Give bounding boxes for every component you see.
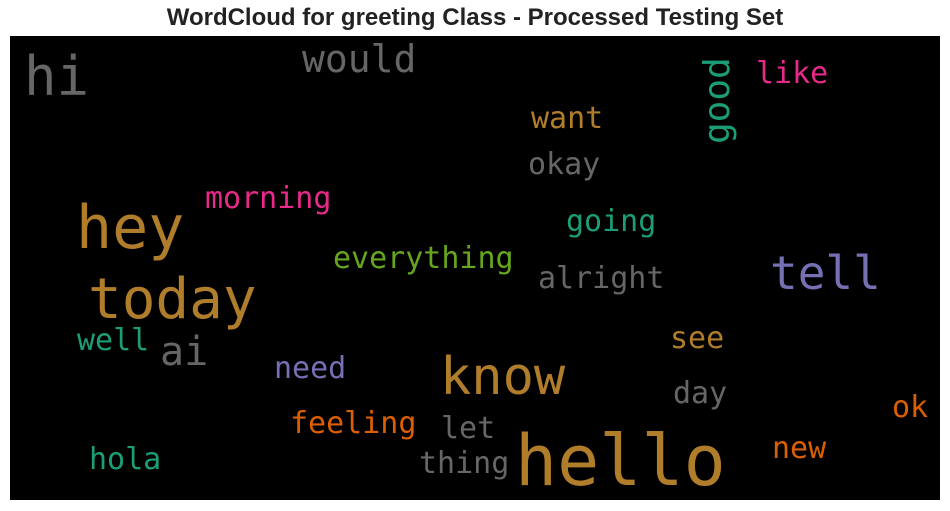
word-okay: okay xyxy=(528,147,601,182)
word-hola: hola xyxy=(89,442,162,477)
word-see: see xyxy=(670,321,725,356)
word-cloud: hello today hey know hi tell would ai good everyt… xyxy=(10,36,940,500)
word-know: know xyxy=(440,347,566,407)
word-hey: hey xyxy=(76,193,185,263)
word-well: well xyxy=(77,323,150,358)
word-hi: hi xyxy=(24,45,90,108)
word-let: let xyxy=(441,411,496,446)
word-thing: thing xyxy=(419,446,510,481)
word-want: want xyxy=(531,101,604,136)
word-need: need xyxy=(274,351,347,386)
word-everything: everything xyxy=(333,241,514,276)
word-going: going xyxy=(566,204,657,239)
word-like: like xyxy=(756,56,829,91)
chart-title: WordCloud for greeting Class - Processed… xyxy=(166,4,784,31)
word-good: good xyxy=(697,57,738,144)
word-alright: alright xyxy=(538,261,665,296)
word-day: day xyxy=(673,376,728,411)
word-ok: ok xyxy=(892,390,929,425)
word-would: would xyxy=(302,37,417,81)
word-morning: morning xyxy=(205,181,332,216)
word-new: new xyxy=(772,431,827,466)
word-hello: hello xyxy=(515,420,726,500)
word-ai: ai xyxy=(160,329,209,375)
word-today: today xyxy=(88,267,257,332)
word-feeling: feeling xyxy=(290,406,417,441)
word-tell: tell xyxy=(770,246,881,300)
